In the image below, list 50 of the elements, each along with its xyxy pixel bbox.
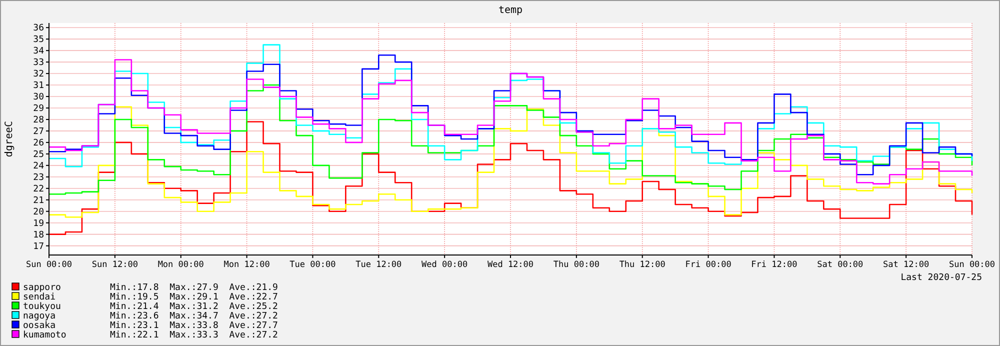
y-tick-label: 28 bbox=[33, 116, 44, 126]
y-tick-label: 27 bbox=[33, 127, 44, 138]
y-tick-label: 32 bbox=[33, 70, 44, 80]
x-tick-label: Sat 12:00 bbox=[883, 260, 930, 270]
y-tick-label: 33 bbox=[33, 58, 44, 68]
text: Last 2020-07-25 bbox=[900, 273, 982, 283]
legend-label: nagoya bbox=[23, 312, 56, 322]
legend-label: oosaka bbox=[23, 321, 56, 331]
y-tick-label: 21 bbox=[33, 196, 44, 206]
text: Min.:23.6 Max.:34.7 Ave.:27.2 bbox=[110, 312, 278, 322]
x-tick-label: Mon 12:00 bbox=[224, 260, 270, 270]
text: Min.:17.8 Max.:27.9 Ave.:21.9 bbox=[110, 283, 278, 293]
y-tick-label: 31 bbox=[33, 81, 44, 92]
x-tick-label: Fri 12:00 bbox=[751, 260, 798, 270]
y-tick-label: 34 bbox=[33, 46, 44, 57]
x-tick-label: Sun 00:00 bbox=[948, 260, 996, 270]
y-tick-label: 20 bbox=[33, 208, 44, 218]
text: Min.:22.1 Max.:33.3 Ave.:27.2 bbox=[110, 330, 278, 340]
x-tick-label: Mon 00:00 bbox=[158, 260, 204, 270]
legend-label: sendai bbox=[23, 292, 56, 302]
y-tick-label: 17 bbox=[33, 242, 44, 252]
y-tick-label: 30 bbox=[33, 92, 44, 103]
y-tick-label: 23 bbox=[33, 173, 44, 184]
x-tick-label: Tue 12:00 bbox=[356, 260, 402, 270]
y-tick-label: 19 bbox=[33, 218, 44, 229]
y-tick-label: 18 bbox=[33, 230, 44, 240]
x-tick-label: Fri 00:00 bbox=[685, 260, 732, 270]
y-tick-label: 36 bbox=[33, 24, 44, 34]
y-tick-label: 26 bbox=[33, 138, 44, 149]
chart-title: temp bbox=[498, 5, 523, 16]
text: Min.:23.1 Max.:33.8 Ave.:27.7 bbox=[110, 321, 278, 331]
legend-label: sapporo bbox=[23, 283, 61, 293]
text: Min.:21.4 Max.:31.2 Ave.:25.2 bbox=[110, 302, 278, 312]
legend-label: kumamoto bbox=[23, 330, 66, 340]
x-tick-label: Sun 00:00 bbox=[26, 260, 72, 270]
x-tick-label: Tue 00:00 bbox=[290, 260, 336, 270]
x-tick-label: Wed 00:00 bbox=[422, 260, 468, 270]
y-tick-label: 24 bbox=[33, 162, 44, 172]
y-tick-label: 22 bbox=[33, 184, 44, 195]
text: Min.:19.5 Max.:29.1 Ave.:22.7 bbox=[110, 292, 278, 302]
x-tick-label: Sun 12:00 bbox=[92, 260, 138, 270]
x-tick-label: Wed 12:00 bbox=[487, 260, 534, 270]
x-tick-label: Thu 00:00 bbox=[553, 260, 600, 270]
y-axis-title: dgreeC bbox=[4, 120, 15, 158]
y-tick-label: 35 bbox=[33, 35, 44, 46]
x-tick-label: Thu 12:00 bbox=[619, 260, 666, 270]
y-tick-label: 25 bbox=[33, 150, 44, 160]
legend-label: toukyou bbox=[23, 302, 61, 312]
x-tick-label: Sat 00:00 bbox=[817, 260, 864, 270]
y-tick-label: 29 bbox=[33, 104, 44, 114]
